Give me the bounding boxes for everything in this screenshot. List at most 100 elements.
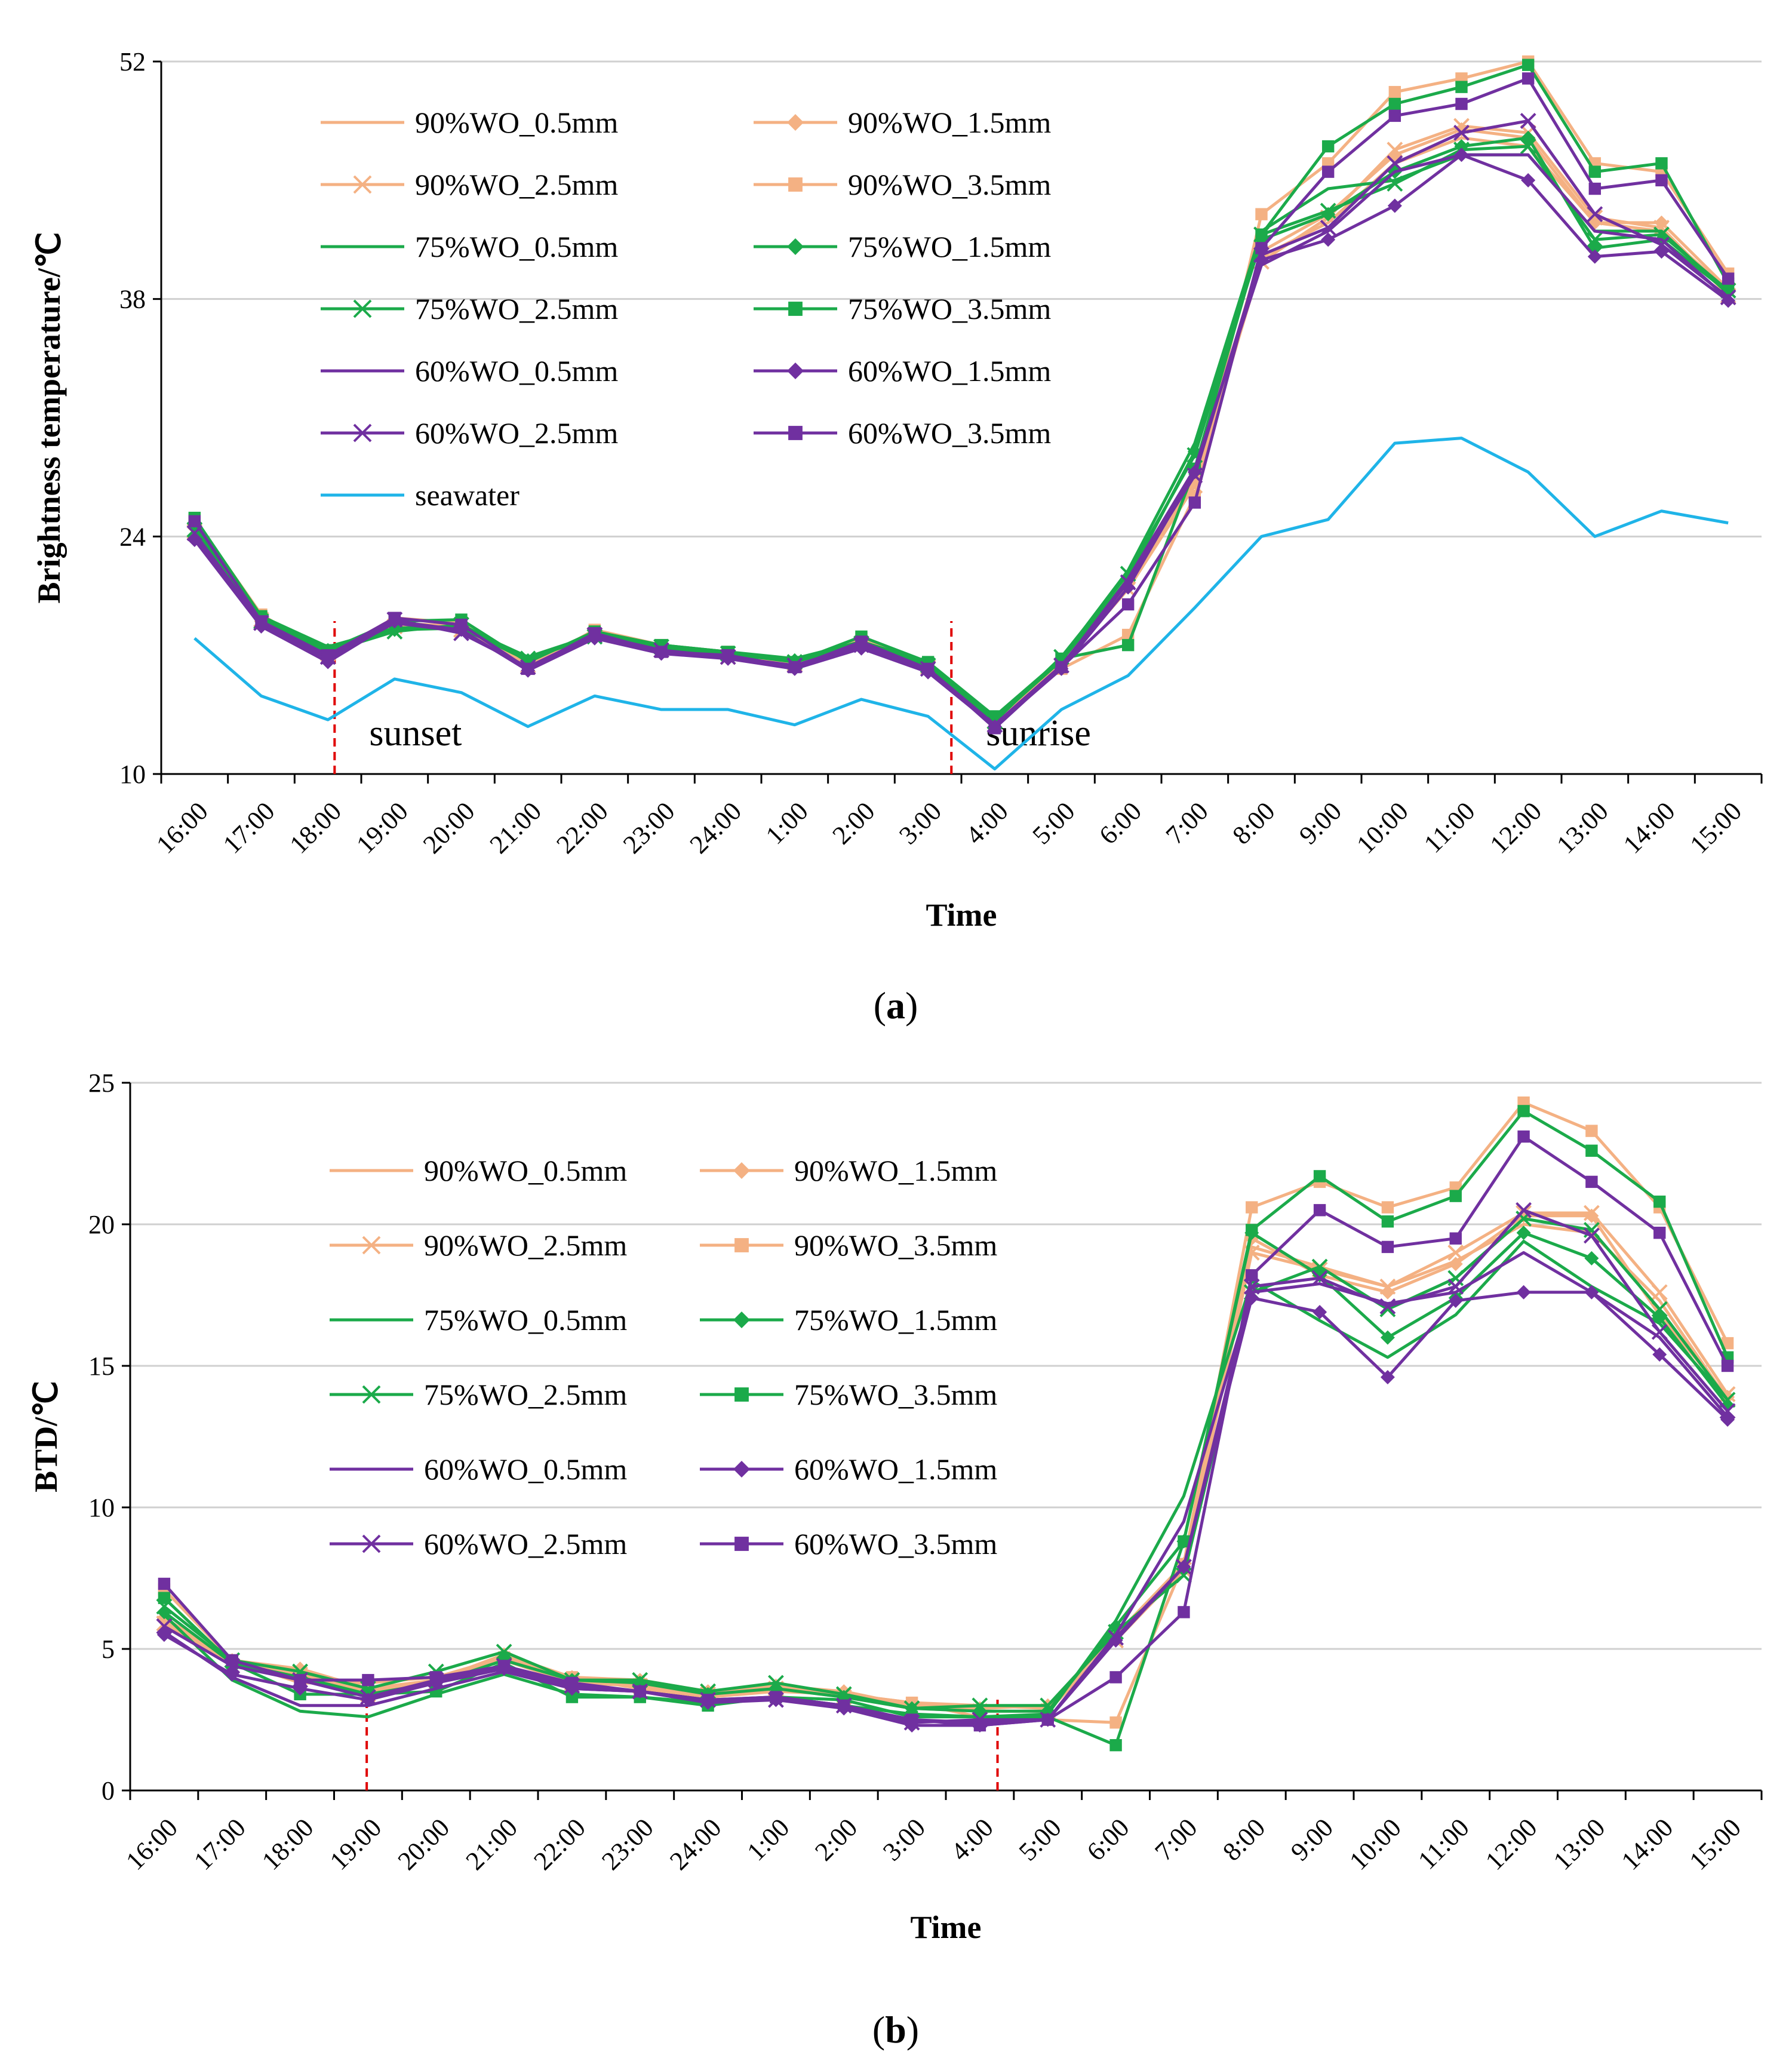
x-tick-label-1-3-00: 3:00: [877, 1813, 931, 1866]
point-1-60-wo-2-5mm-20: [1516, 1202, 1532, 1218]
x-axis-title-1: Time: [911, 1909, 982, 1945]
line-1-90-wo-3-5mm: [163, 1101, 1729, 1724]
point-0-60-wo-2-5mm-17: [1320, 219, 1336, 236]
y-axis-title-0: Brightness temperature/℃: [31, 232, 67, 603]
x-tick-label-1-22-00: 22:00: [528, 1813, 591, 1876]
line-1-75-wo-2-5mm: [163, 1217, 1729, 1710]
point-1-75-wo-3-5mm-15: [1178, 1535, 1190, 1548]
point-0-60-wo-3-5mm-9: [788, 661, 801, 674]
point-0-60-wo-2-5mm-19: [1453, 124, 1470, 141]
point-1-75-wo-3-5mm-14: [1109, 1739, 1122, 1752]
point-1-75-wo-3-5mm-0: [158, 1592, 171, 1604]
point-1-60-wo-2-5mm-15: [1176, 1559, 1192, 1575]
line-0-seawater: [193, 437, 1729, 770]
point-1-90-wo-3-5mm-23: [1721, 1337, 1734, 1350]
point-1-60-wo-3-5mm-17: [1313, 1204, 1326, 1217]
line-1-60-wo-1-5mm: [163, 1291, 1729, 1727]
y-tick-label-0-2: 38: [119, 285, 146, 314]
point-1-60-wo-3-5mm-11: [905, 1713, 918, 1726]
legend-label-1-90-wo-1-5mm: 90%WO_1.5mm: [794, 1154, 997, 1187]
legend-marker-0-75-wo-2-5mm: [353, 299, 372, 318]
point-1-60-wo-3-5mm-21: [1585, 1175, 1598, 1188]
point-0-75-wo-3-5mm-14: [1121, 638, 1135, 652]
point-1-75-wo-3-5mm-17: [1313, 1170, 1326, 1182]
point-1-75-wo-2-5mm-13: [1040, 1697, 1056, 1714]
point-0-60-wo-3-5mm-7: [655, 646, 668, 658]
legend-label-1-90-wo-2-5mm: 90%WO_2.5mm: [424, 1228, 627, 1262]
point-0-75-wo-2-5mm-18: [1387, 176, 1403, 192]
point-0-60-wo-3-5mm-6: [588, 627, 601, 640]
point-1-90-wo-2-5mm-22: [1651, 1284, 1668, 1301]
x-tick-label-0-14-00: 14:00: [1618, 796, 1681, 859]
point-0-75-wo-2-5mm-20: [1520, 138, 1536, 155]
point-1-75-wo-1-5mm-20: [1516, 1226, 1531, 1240]
point-1-75-wo-3-5mm-22: [1653, 1195, 1666, 1208]
point-1-60-wo-1-5mm-18: [1380, 1369, 1395, 1384]
x-tick-label-0-21-00: 21:00: [484, 796, 548, 859]
legend-label-1-75-wo-1-5mm: 75%WO_1.5mm: [794, 1303, 997, 1337]
y-tick-label-1-4: 20: [88, 1210, 115, 1239]
line-1-60-wo-3-5mm: [163, 1135, 1729, 1727]
point-1-75-wo-3-5mm-21: [1585, 1144, 1598, 1157]
x-tick-label-1-11-00: 11:00: [1412, 1813, 1474, 1875]
line-0-60-wo-3-5mm: [193, 76, 1730, 730]
x-tick-label-0-15-00: 15:00: [1685, 796, 1748, 859]
point-1-75-wo-2-5mm-22: [1651, 1301, 1668, 1317]
x-tick-label-0-20-00: 20:00: [417, 796, 481, 859]
point-0-60-wo-3-5mm-12: [988, 722, 1001, 735]
panel-a-caption: (a): [874, 984, 918, 1027]
legend-label-1-60-wo-3-5mm: 60%WO_3.5mm: [794, 1527, 997, 1561]
point-1-75-wo-3-5mm-18: [1381, 1215, 1394, 1228]
x-tick-label-0-3-00: 3:00: [893, 796, 947, 850]
x-tick-label-0-7-00: 7:00: [1160, 796, 1214, 850]
legend-label-1-90-wo-0-5mm: 90%WO_0.5mm: [424, 1154, 627, 1187]
point-1-60-wo-3-5mm-15: [1178, 1606, 1190, 1618]
point-1-60-wo-3-5mm-1: [226, 1654, 238, 1667]
point-0-90-wo-3-5mm-18: [1388, 85, 1401, 99]
legend-label-1-90-wo-3-5mm: 90%WO_3.5mm: [794, 1228, 997, 1262]
line-0-75-wo-3-5mm: [193, 63, 1730, 718]
point-1-75-wo-2-5mm-9: [768, 1675, 784, 1691]
point-0-60-wo-3-5mm-22: [1655, 174, 1668, 187]
point-0-90-wo-2-5mm-18: [1387, 142, 1403, 158]
legend-label-1-75-wo-2-5mm: 75%WO_2.5mm: [424, 1378, 627, 1411]
x-tick-label-0-13-00: 13:00: [1551, 796, 1614, 859]
point-1-60-wo-3-5mm-20: [1517, 1130, 1530, 1143]
x-tick-label-0-19-00: 19:00: [351, 796, 414, 859]
point-0-60-wo-3-5mm-11: [921, 662, 935, 675]
point-1-60-wo-2-5mm-14: [1108, 1629, 1124, 1646]
series-1-90-wo-3-5mm: [158, 1096, 1734, 1729]
point-1-60-wo-3-5mm-22: [1653, 1227, 1666, 1239]
point-1-60-wo-3-5mm-0: [158, 1577, 171, 1590]
legend-label-1-75-wo-3-5mm: 75%WO_3.5mm: [794, 1378, 997, 1411]
legend-label-0-75-wo-2-5mm: 75%WO_2.5mm: [415, 292, 618, 325]
point-1-75-wo-2-5mm-17: [1311, 1258, 1328, 1275]
series-0-60-wo-3-5mm: [188, 72, 1735, 735]
series-1-60-wo-1-5mm: [156, 1285, 1735, 1733]
legend-marker-0-60-wo-1-5mm: [787, 363, 804, 379]
point-0-60-wo-3-5mm-3: [388, 612, 401, 624]
point-1-60-wo-2-5mm-3: [360, 1689, 376, 1705]
point-0-75-wo-3-5mm-16: [1255, 228, 1268, 241]
point-0-60-wo-2-5mm-18: [1387, 155, 1403, 171]
x-tick-label-0-11-00: 11:00: [1418, 796, 1480, 858]
series-1-60-wo-3-5mm: [158, 1130, 1734, 1732]
point-1-60-wo-2-5mm-19: [1447, 1278, 1464, 1295]
point-1-60-wo-3-5mm-8: [702, 1694, 714, 1706]
x-tick-label-0-6-00: 6:00: [1093, 796, 1147, 850]
point-0-60-wo-2-5mm-20: [1520, 113, 1536, 129]
y-tick-label-0-1: 24: [119, 522, 146, 551]
point-1-60-wo-1-5mm-22: [1652, 1347, 1667, 1362]
point-0-60-wo-3-5mm-15: [1188, 496, 1201, 509]
point-1-60-wo-3-5mm-10: [838, 1699, 850, 1712]
point-0-75-wo-3-5mm-21: [1588, 165, 1602, 178]
legend-label-0-90-wo-1-5mm: 90%WO_1.5mm: [848, 106, 1051, 139]
point-1-60-wo-3-5mm-19: [1449, 1232, 1462, 1245]
point-0-60-wo-3-5mm-0: [188, 515, 201, 527]
point-1-60-wo-1-5mm-21: [1584, 1285, 1599, 1300]
point-1-75-wo-2-5mm-12: [972, 1697, 988, 1714]
x-tick-label-1-12-00: 12:00: [1480, 1813, 1543, 1876]
x-tick-label-1-14-00: 14:00: [1616, 1813, 1679, 1876]
y-tick-label-1-5: 25: [88, 1068, 115, 1098]
legend-label-0-90-wo-2-5mm: 90%WO_2.5mm: [415, 168, 618, 201]
